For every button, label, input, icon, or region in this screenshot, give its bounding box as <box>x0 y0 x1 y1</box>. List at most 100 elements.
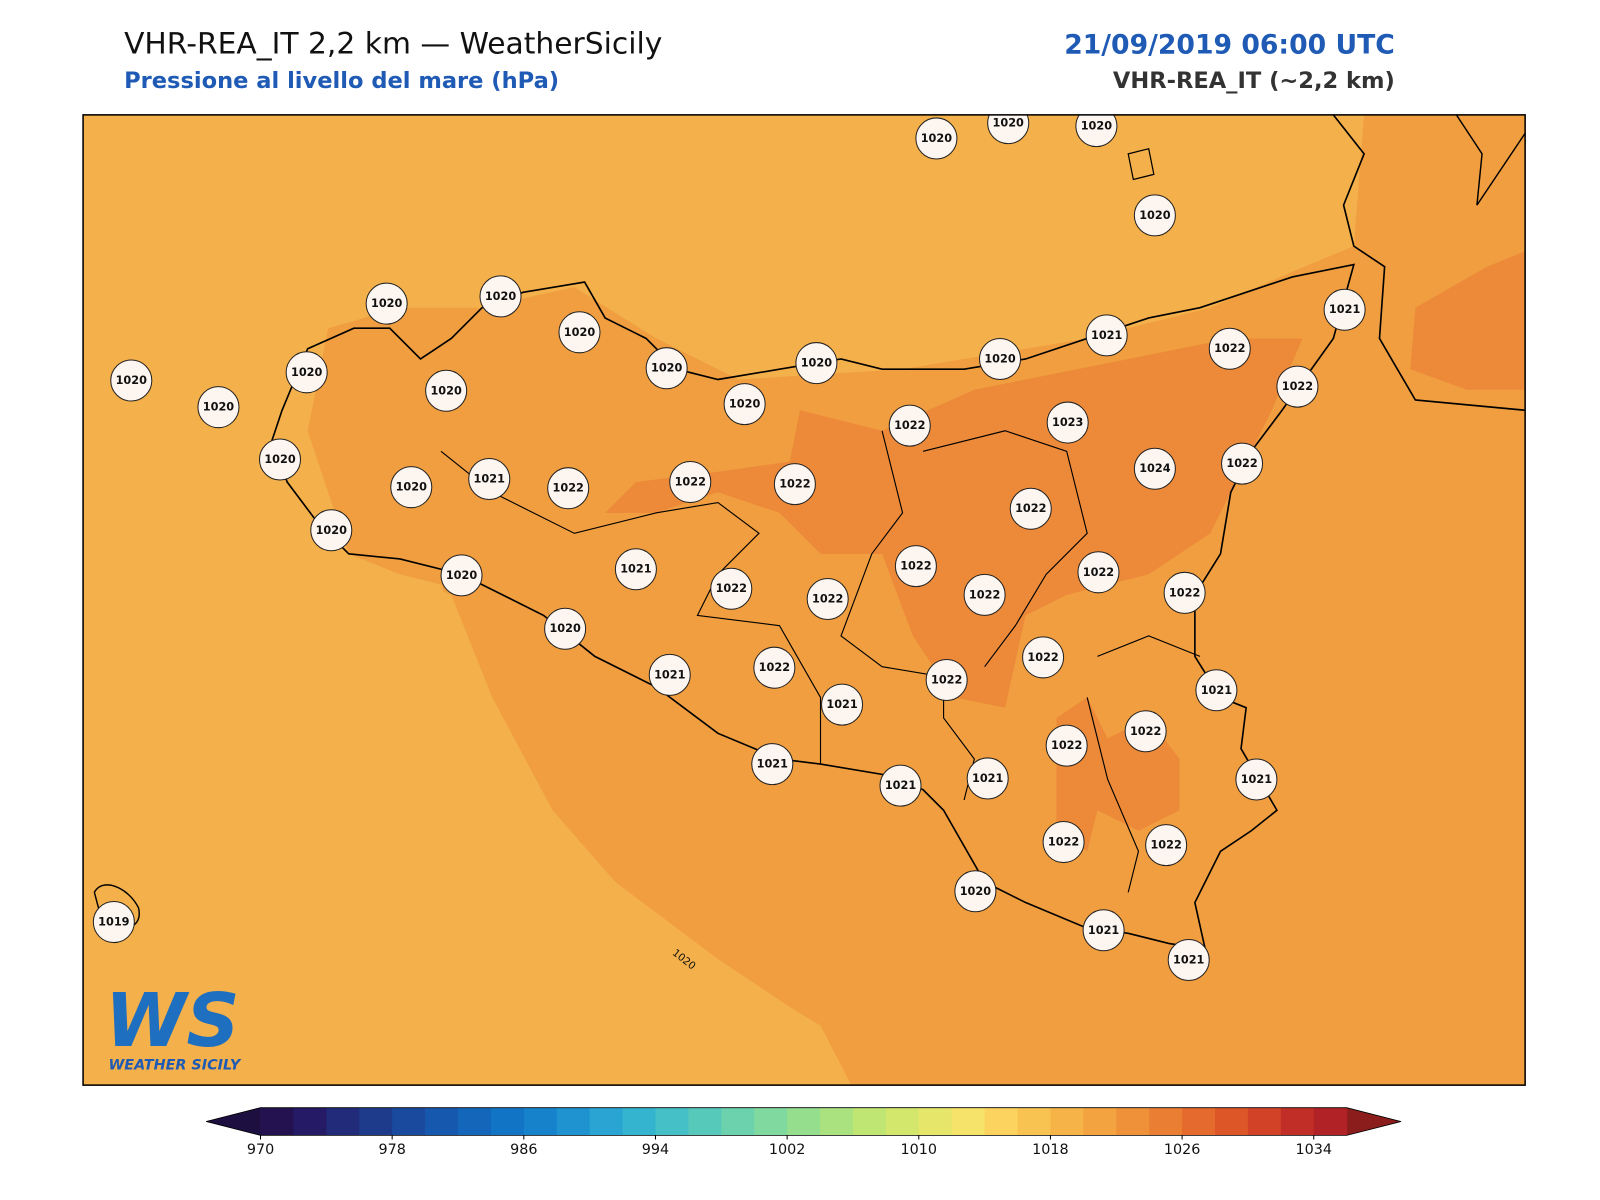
station-marker <box>669 461 712 504</box>
colorbar-tick-label: 994 <box>642 1142 669 1158</box>
station: 1021 <box>648 653 691 696</box>
station-value: 1022 <box>1226 457 1257 470</box>
colorbar-extend-low <box>206 1107 261 1136</box>
station: 1020 <box>954 870 997 913</box>
station-marker <box>954 870 997 913</box>
station-value: 1022 <box>969 588 1000 601</box>
station-value: 1020 <box>729 398 761 411</box>
station-marker <box>966 757 1009 800</box>
colorbar-segment <box>425 1107 459 1136</box>
station-marker <box>1082 909 1125 952</box>
station-marker <box>425 369 468 412</box>
station-marker <box>1323 288 1366 331</box>
colorbar-tick-label: 978 <box>378 1142 405 1158</box>
station: 1022 <box>1221 442 1264 485</box>
colorbar-segment <box>1083 1107 1117 1136</box>
colorbar-tick-label: 986 <box>510 1142 537 1158</box>
station: 1021 <box>966 757 1009 800</box>
station-marker <box>806 577 849 620</box>
colorbar-segment <box>1149 1107 1183 1136</box>
colorbar-segment <box>1313 1107 1348 1136</box>
station: 1021 <box>1085 314 1128 357</box>
station-value: 1021 <box>1173 954 1205 967</box>
station-marker <box>1075 114 1118 148</box>
station-marker <box>915 117 958 160</box>
station-value: 1020 <box>564 326 596 339</box>
station: 1022 <box>1145 824 1188 867</box>
station-marker <box>1235 758 1278 801</box>
station-marker <box>648 653 691 696</box>
colorbar-tick-label: 1018 <box>1032 1142 1069 1158</box>
colorbar-segment <box>556 1107 591 1136</box>
station-marker <box>468 457 511 500</box>
station-value: 1022 <box>900 560 931 573</box>
colorbar-segment <box>984 1107 1019 1136</box>
station-value: 1019 <box>98 916 130 929</box>
station: 1022 <box>1163 571 1206 614</box>
station: 1020 <box>365 282 408 325</box>
station-marker <box>773 463 816 506</box>
station-marker <box>390 466 433 509</box>
colorbar-segment <box>885 1107 920 1136</box>
station-marker <box>978 337 1022 380</box>
colorbar-tick-label: 1026 <box>1164 1142 1201 1158</box>
station-marker <box>1221 442 1264 485</box>
station: 1020 <box>558 311 601 354</box>
station: 1021 <box>879 764 922 807</box>
station-value: 1021 <box>654 668 686 681</box>
station-value: 1020 <box>960 885 992 898</box>
station: 1020 <box>390 466 433 509</box>
colorbar-segment <box>260 1107 294 1136</box>
station: 1020 <box>310 509 353 552</box>
station-marker <box>723 383 766 426</box>
colorbar-segment <box>1215 1107 1249 1136</box>
colorbar-segment <box>688 1107 722 1136</box>
map-frame <box>82 114 1526 1086</box>
station-marker <box>544 607 587 650</box>
station-value: 1020 <box>264 453 296 466</box>
station-value: 1022 <box>716 582 747 595</box>
station-value: 1024 <box>1139 462 1171 475</box>
station-marker <box>987 114 1030 145</box>
colorbar-segment <box>359 1107 393 1136</box>
station: 1020 <box>987 114 1030 145</box>
station-marker <box>751 743 794 786</box>
station-marker <box>1208 327 1251 370</box>
island <box>1127 147 1155 181</box>
station: 1022 <box>963 573 1006 616</box>
date: 21/09/2019 06:00 UTC <box>1064 29 1395 60</box>
station-value: 1020 <box>291 366 323 379</box>
coastline <box>1455 114 1526 206</box>
station-value: 1022 <box>1051 739 1082 752</box>
station-value: 1022 <box>1130 725 1161 738</box>
station-marker <box>1009 487 1052 530</box>
station-value: 1022 <box>779 478 810 491</box>
colorbar-segment <box>951 1107 986 1136</box>
station-value: 1021 <box>757 758 789 771</box>
colorbar-segment <box>754 1107 788 1136</box>
station: 1020 <box>645 347 688 390</box>
station: 1022 <box>925 658 968 702</box>
station: 1023 <box>1046 401 1089 444</box>
colorbar-tick-label: 970 <box>247 1142 274 1158</box>
station: 1022 <box>1009 487 1052 530</box>
colorbar-segment <box>1182 1107 1216 1136</box>
colorbar-segment <box>293 1107 327 1136</box>
station: 1022 <box>669 461 712 504</box>
station-value: 1022 <box>1169 586 1200 599</box>
colorbar-segment <box>490 1107 525 1136</box>
station-marker <box>365 282 408 325</box>
colorbar-segment <box>1280 1107 1315 1136</box>
station-value: 1022 <box>675 476 706 489</box>
station-value: 1020 <box>1081 120 1113 133</box>
coastline <box>1332 114 1526 412</box>
colorbar-segment <box>589 1107 624 1136</box>
station-marker <box>1133 194 1176 237</box>
station-value: 1023 <box>1052 416 1083 429</box>
station: 1022 <box>888 404 931 447</box>
station-marker <box>925 658 968 702</box>
colorbar-segment <box>1116 1107 1150 1136</box>
station-marker <box>1045 724 1088 767</box>
station: 1022 <box>894 545 937 588</box>
station-value: 1022 <box>1015 502 1046 515</box>
